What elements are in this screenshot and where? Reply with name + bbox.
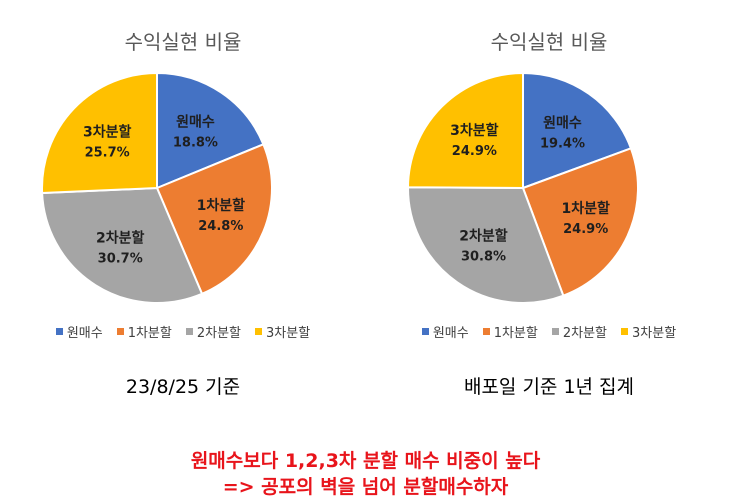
legend-swatch bbox=[55, 328, 63, 335]
legend-item: 2차분할 bbox=[185, 322, 242, 341]
legend-item: 원매수 bbox=[421, 322, 469, 341]
conclusion-line-2: => 공포의 벽을 넘어 분할매수하자 bbox=[222, 476, 509, 498]
legend-item: 원매수 bbox=[55, 322, 103, 341]
legend-item: 3차분할 bbox=[255, 322, 310, 341]
slice-value-label: 18.8% bbox=[173, 136, 218, 151]
legend-swatch bbox=[482, 328, 490, 335]
slice-value-label: 19.4% bbox=[540, 136, 585, 151]
legend-label: 3차분할 bbox=[266, 326, 311, 341]
legend-item: 3차분할 bbox=[621, 322, 676, 341]
chart-title: 수익실현 비율 bbox=[124, 30, 242, 54]
slice-category-label: 3차분할 bbox=[450, 122, 499, 139]
legend-item: 1차분할 bbox=[116, 322, 172, 341]
legend-swatch bbox=[116, 328, 124, 335]
pie-slice bbox=[41, 71, 158, 195]
slice-category-label: 1차분할 bbox=[197, 197, 246, 214]
slice-category-label: 원매수 bbox=[543, 115, 582, 131]
pie-slice bbox=[41, 186, 204, 304]
slice-value-label: 30.7% bbox=[98, 251, 143, 266]
conclusion-line-1: 원매수보다 1,2,3차 분할 매수 비중이 높다 bbox=[190, 450, 541, 472]
chart-caption: 배포일 기준 1년 집계 bbox=[463, 376, 635, 398]
pie-slice bbox=[521, 147, 639, 297]
slice-category-label: 3차분할 bbox=[83, 123, 132, 140]
slice-category-label: 원매수 bbox=[176, 115, 215, 131]
legend-label: 3차분할 bbox=[632, 326, 677, 341]
chart-legend: 원매수 1차분할 2차분할 3차분할 bbox=[366, 322, 731, 341]
pie-slice bbox=[156, 71, 265, 190]
legend-label: 2차분할 bbox=[196, 326, 242, 341]
pie-slice bbox=[522, 71, 633, 190]
chart-panel-left: 수익실현 비율 원매수 18.8% 1차분할 24.8% 2차분할 30.7% 3차분할 25… bbox=[0, 0, 366, 420]
legend-label: 1차분할 bbox=[127, 326, 172, 341]
legend-label: 1차분할 bbox=[493, 326, 538, 341]
slice-value-label: 24.9% bbox=[452, 144, 497, 159]
chart-title: 수익실현 비율 bbox=[490, 30, 608, 54]
pie-chart: 원매수 19.4% 1차분할 24.9% 2차분할 30.8% 3차분할 24.9% bbox=[406, 71, 639, 304]
slice-value-label: 25.7% bbox=[85, 145, 130, 160]
conclusion-text: 원매수보다 1,2,3차 분할 매수 비중이 높다 => 공포의 벽을 넘어 분… bbox=[0, 448, 731, 500]
legend-item: 1차분할 bbox=[482, 322, 538, 341]
chart-caption: 23/8/25 기준 bbox=[125, 376, 241, 398]
slice-category-label: 2차분할 bbox=[459, 228, 508, 245]
pie-slice bbox=[155, 143, 273, 296]
legend-swatch bbox=[551, 328, 559, 335]
chart-panel-right: 수익실현 비율 원매수 19.4% 1차분할 24.9% 2차분할 30.8% 3차분할 24… bbox=[366, 0, 731, 420]
pie-slice bbox=[407, 186, 565, 304]
pie-chart: 원매수 18.8% 1차분할 24.8% 2차분할 30.7% 3차분할 25.7% bbox=[41, 71, 273, 304]
chart-legend: 원매수 1차분할 2차분할 3차분할 bbox=[0, 322, 366, 341]
slice-category-label: 1차분할 bbox=[562, 200, 611, 217]
legend-label: 2차분할 bbox=[562, 326, 608, 341]
pie-slice bbox=[406, 71, 524, 190]
slice-value-label: 24.8% bbox=[198, 219, 243, 234]
legend-label: 원매수 bbox=[432, 326, 469, 341]
legend-item: 2차분할 bbox=[551, 322, 608, 341]
legend-swatch bbox=[621, 328, 629, 335]
legend-swatch bbox=[255, 328, 263, 335]
slice-category-label: 2차분할 bbox=[96, 229, 145, 246]
legend-swatch bbox=[185, 328, 193, 335]
slice-value-label: 30.8% bbox=[461, 250, 506, 265]
slice-value-label: 24.9% bbox=[563, 222, 608, 237]
legend-label: 원매수 bbox=[66, 326, 103, 341]
legend-swatch bbox=[421, 328, 429, 335]
